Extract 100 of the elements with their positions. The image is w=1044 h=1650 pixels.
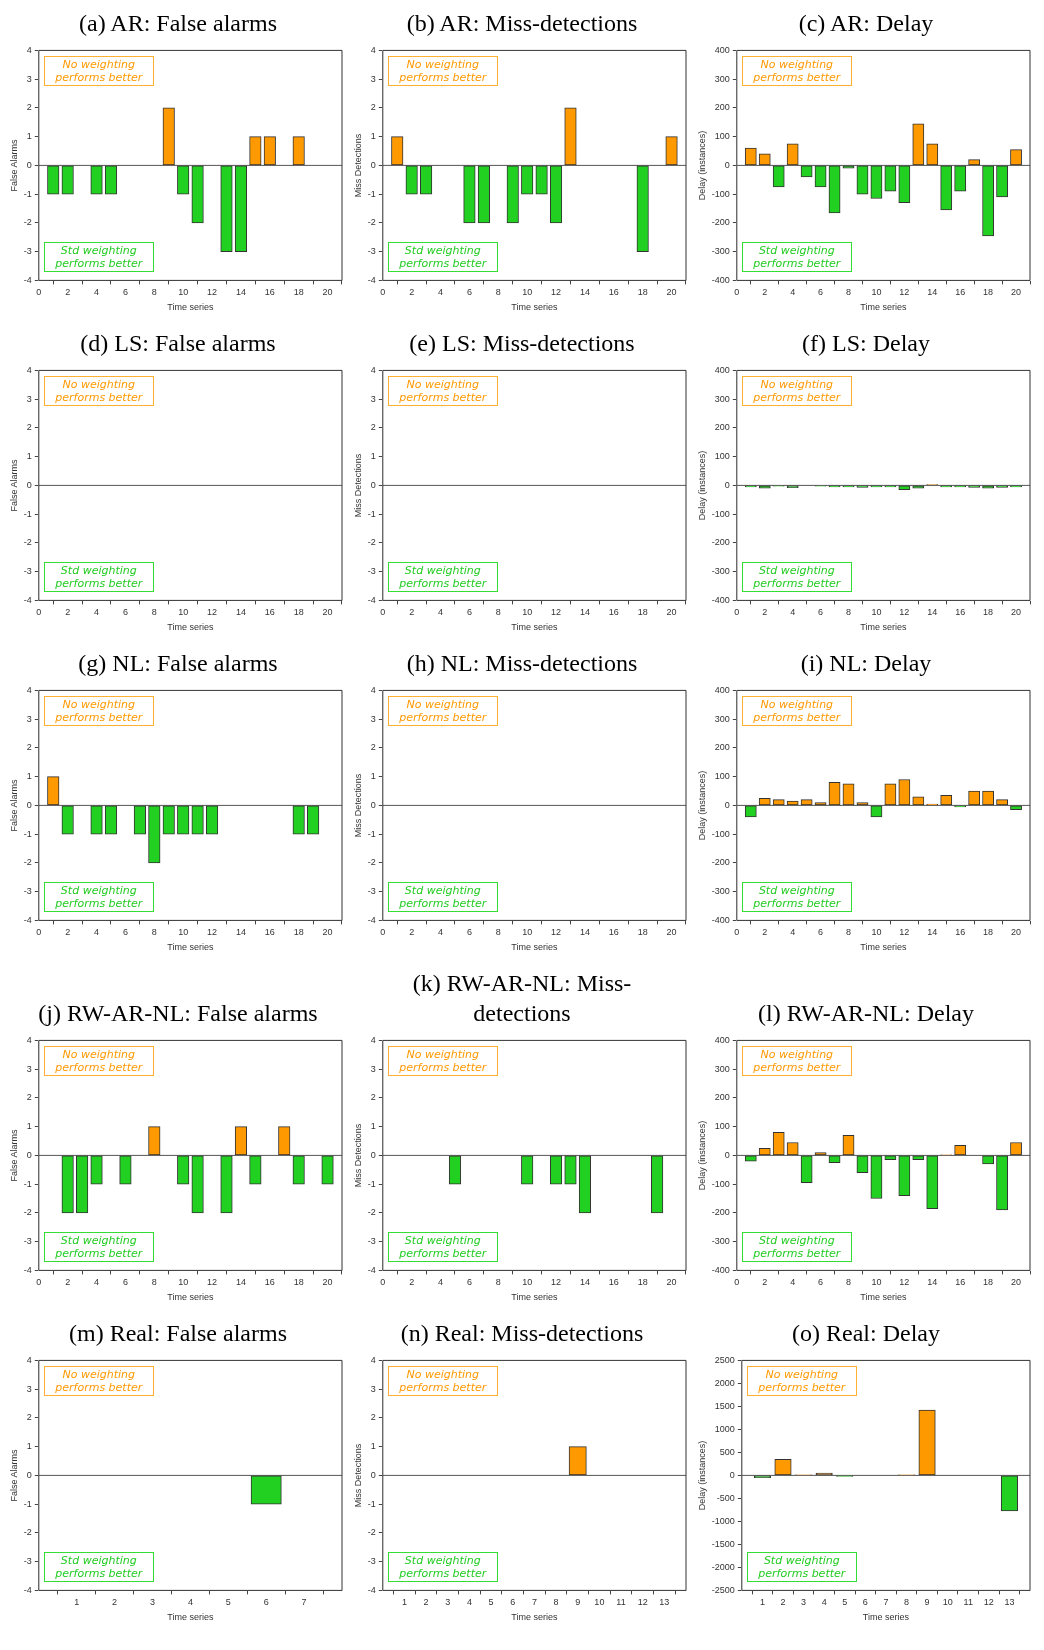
y-tick-label: 100 xyxy=(714,451,730,462)
x-tick-label: 2 xyxy=(65,1277,71,1288)
x-tick-label: 18 xyxy=(293,287,304,298)
x-tick-label: 20 xyxy=(322,1277,333,1288)
chart-title: (m) Real: False alarms xyxy=(68,1319,288,1348)
x-tick-label: 6 xyxy=(122,607,128,618)
y-tick-label: -2 xyxy=(23,1207,32,1218)
x-tick-label: 6 xyxy=(818,1277,824,1288)
x-tick-label: 3 xyxy=(801,1597,807,1608)
annotation: No weighting performs better xyxy=(43,1046,154,1077)
x-tick-label: 14 xyxy=(579,287,590,298)
chart-title: (n) Real: Miss-detections xyxy=(399,1319,645,1348)
y-tick-label: -2 xyxy=(367,1207,376,1218)
x-tick-label: 14 xyxy=(235,927,246,938)
y-tick-label: 4 xyxy=(370,1354,376,1365)
y-axis-title: Miss Detections xyxy=(352,773,363,838)
y-tick-label: 200 xyxy=(714,102,730,113)
y-tick-label: -1 xyxy=(367,1178,376,1189)
y-axis-title: False Alarms xyxy=(8,1128,19,1182)
y-tick-label: -3 xyxy=(23,1236,32,1247)
x-tick-label: 12 xyxy=(207,607,218,618)
y-tick-label: -4 xyxy=(367,1264,376,1275)
x-tick-label: 18 xyxy=(637,287,648,298)
y-tick-label: 2 xyxy=(370,102,376,113)
x-tick-label: 0 xyxy=(380,927,386,938)
y-tick-label: -1 xyxy=(367,828,376,839)
x-tick-label: 9 xyxy=(924,1597,930,1608)
x-tick-label: 10 xyxy=(871,1277,882,1288)
x-tick-label: 14 xyxy=(579,927,590,938)
annotation: No weighting performs better xyxy=(387,696,498,727)
annotation: Std weighting performs better xyxy=(43,242,154,273)
x-tick-label: 8 xyxy=(495,927,501,938)
x-tick-label: 10 xyxy=(178,607,189,618)
y-tick-label: -300 xyxy=(711,566,730,577)
x-tick-label: 12 xyxy=(899,607,910,618)
x-tick-label: 0 xyxy=(36,1277,42,1288)
x-tick-label: 4 xyxy=(438,607,444,618)
x-tick-label: 16 xyxy=(955,1277,966,1288)
x-tick-label: 20 xyxy=(322,287,333,298)
x-axis-title: Time series xyxy=(862,1612,910,1623)
chart-title: (d) LS: False alarms xyxy=(79,329,277,358)
y-tick-label: -300 xyxy=(711,886,730,897)
x-tick-label: 12 xyxy=(551,927,562,938)
x-tick-label: 10 xyxy=(871,287,882,298)
y-tick-label: 3 xyxy=(370,393,376,404)
chart-title: (f) LS: Delay xyxy=(801,329,931,358)
y-tick-label: -2 xyxy=(23,217,32,228)
y-tick-label: 2 xyxy=(26,742,32,753)
y-tick-label: 200 xyxy=(714,1092,730,1103)
y-tick-label: -100 xyxy=(711,508,730,519)
x-tick-label: 0 xyxy=(380,607,386,618)
y-tick-label: -2000 xyxy=(711,1561,735,1572)
x-axis-title: Time series xyxy=(167,942,214,953)
x-tick-label: 4 xyxy=(821,1597,827,1608)
x-tick-label: 6 xyxy=(263,1597,269,1608)
x-tick-label: 14 xyxy=(235,1277,246,1288)
x-tick-label: 14 xyxy=(579,1277,590,1288)
x-tick-label: 12 xyxy=(899,1277,910,1288)
x-tick-label: 12 xyxy=(551,607,562,618)
chart-title: (i) NL: Delay xyxy=(799,649,933,678)
x-tick-label: 8 xyxy=(495,607,501,618)
x-tick-label: 16 xyxy=(608,287,619,298)
x-tick-label: 8 xyxy=(846,1277,852,1288)
annotation: No weighting performs better xyxy=(43,376,154,407)
x-axis-title: Time series xyxy=(511,1292,558,1303)
x-tick-label: 12 xyxy=(551,1277,562,1288)
y-tick-label: -1 xyxy=(367,188,376,199)
y-tick-label: 2 xyxy=(26,1412,32,1423)
x-tick-label: 18 xyxy=(293,1277,304,1288)
y-tick-label: -400 xyxy=(711,274,730,285)
y-tick-label: -3 xyxy=(23,1556,32,1567)
x-tick-label: 18 xyxy=(637,607,648,618)
y-tick-label: -1 xyxy=(23,1178,32,1189)
y-tick-label: 3 xyxy=(370,713,376,724)
y-tick-label: -3 xyxy=(23,566,32,577)
x-tick-label: 2 xyxy=(780,1597,786,1608)
x-tick-label: 13 xyxy=(1004,1597,1015,1608)
x-tick-label: 16 xyxy=(608,927,619,938)
annotation: No weighting performs better xyxy=(43,56,154,87)
x-tick-label: 10 xyxy=(178,287,189,298)
x-tick-label: 4 xyxy=(94,927,100,938)
x-tick-label: 6 xyxy=(466,607,472,618)
chart-title: (c) AR: Delay xyxy=(797,9,935,38)
annotation: No weighting performs better xyxy=(741,56,852,87)
x-axis-title: Time series xyxy=(167,622,214,633)
x-tick-label: 14 xyxy=(927,1277,938,1288)
x-tick-label: 0 xyxy=(36,927,42,938)
y-axis-title: Miss Detections xyxy=(352,1443,363,1508)
x-tick-label: 2 xyxy=(762,1277,768,1288)
x-tick-label: 5 xyxy=(488,1597,494,1608)
x-tick-label: 18 xyxy=(293,927,304,938)
chart-title: (e) LS: Miss-detections xyxy=(408,329,636,358)
x-axis-title: Time series xyxy=(860,622,907,633)
y-tick-label: 0 xyxy=(26,159,32,170)
annotation: No weighting performs better xyxy=(746,1366,857,1397)
y-tick-label: 500 xyxy=(719,1446,735,1457)
y-tick-label: 4 xyxy=(26,684,32,695)
y-tick-label: -100 xyxy=(711,828,730,839)
y-tick-label: -200 xyxy=(711,537,730,548)
y-tick-label: -3 xyxy=(367,566,376,577)
